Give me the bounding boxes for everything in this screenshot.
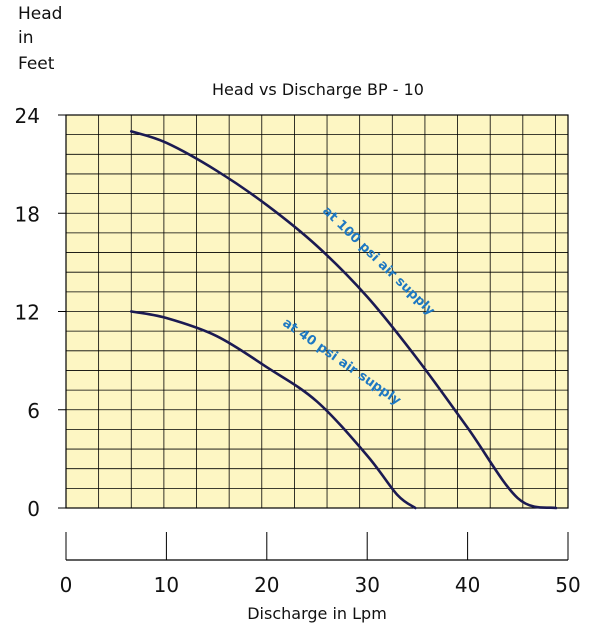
x-tick-label: 50 (555, 573, 580, 597)
curve-100-psi (129, 130, 558, 510)
x-tick-label: 30 (354, 573, 379, 597)
y-tick-label: 6 (27, 399, 40, 423)
chart-title: Head vs Discharge BP - 10 (212, 80, 424, 99)
curve-40-psi (129, 310, 417, 510)
x-tick-label: 20 (254, 573, 279, 597)
x-tick-label: 10 (154, 573, 179, 597)
y-tick-label: 18 (15, 202, 40, 226)
y-axis-label-line-2: in (18, 28, 34, 48)
x-tick-label: 40 (455, 573, 480, 597)
x-axis-label: Discharge in Lpm (247, 604, 387, 623)
y-axis-label-line-3: Feet (18, 54, 55, 74)
y-tick-label: 0 (27, 497, 40, 521)
x-tick-label: 0 (60, 573, 73, 597)
y-tick-label: 12 (15, 301, 40, 325)
y-axis-label-line-1: Head (18, 4, 63, 24)
y-tick-label: 24 (15, 104, 40, 128)
